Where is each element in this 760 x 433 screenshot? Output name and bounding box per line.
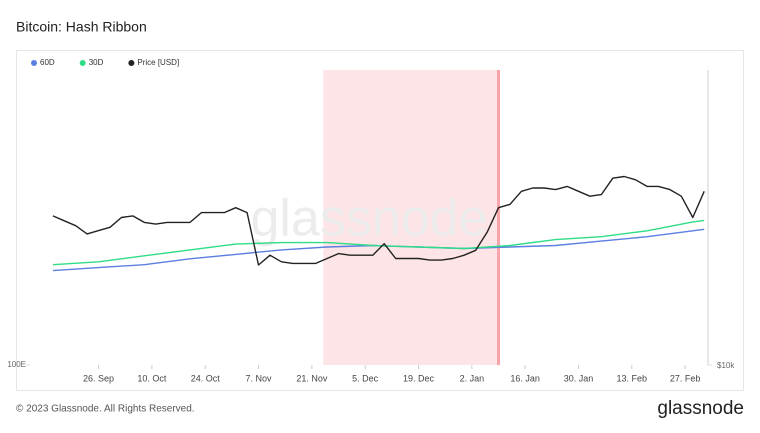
brand-logo: glassnode — [657, 398, 744, 419]
x-tick-label: 16. Jan — [510, 373, 540, 383]
x-tick-label: 24. Oct — [191, 373, 221, 383]
x-tick-label: 10. Oct — [137, 373, 167, 383]
x-tick-label: 5. Dec — [352, 373, 379, 383]
watermark: glassnode — [250, 190, 487, 248]
x-tick-label: 19. Dec — [403, 373, 435, 383]
copyright: © 2023 Glassnode. All Rights Reserved. — [16, 404, 195, 415]
x-tick-label: 7. Nov — [246, 373, 273, 383]
series-line — [52, 175, 705, 266]
chart-frame — [16, 50, 744, 391]
legend-label: Price [USD] — [137, 58, 179, 67]
x-tick-label: 27. Feb — [670, 373, 701, 383]
legend-label: 30D — [89, 58, 104, 67]
legend-swatch — [79, 60, 86, 66]
legend-swatch — [31, 60, 37, 66]
chart-title: Bitcoin: Hash Ribbon — [16, 19, 147, 35]
legend-label: 60D — [40, 58, 55, 67]
x-tick-label: 2. Jan — [460, 373, 485, 383]
series-line — [52, 219, 705, 266]
x-tick-label: 30. Jan — [564, 373, 594, 383]
y-tick-label: 100E — [7, 360, 26, 369]
y2-tick-label: $10k — [717, 361, 735, 370]
x-tick-label: 26. Sep — [83, 373, 114, 383]
x-tick-label: 13. Feb — [617, 373, 648, 383]
x-tick-label: 21. Nov — [296, 373, 328, 383]
shade-band — [323, 70, 499, 365]
legend-swatch — [128, 60, 135, 66]
